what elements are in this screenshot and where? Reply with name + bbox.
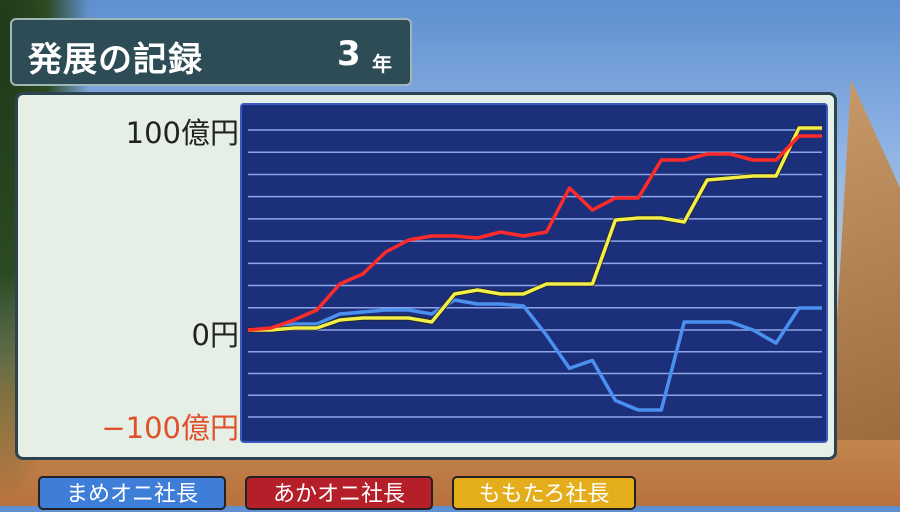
pyramid-decoration xyxy=(830,80,900,440)
year-unit: 年 xyxy=(372,48,392,77)
series-line xyxy=(248,136,822,330)
player-tab-akaoni[interactable]: あかオニ社長 xyxy=(245,476,433,510)
y-label-bottom: −100億円 xyxy=(14,405,239,447)
year-value: 3 xyxy=(337,34,361,74)
title-panel: 発展の記録 3 年 xyxy=(10,18,412,86)
y-label-zero: 0円 xyxy=(14,312,239,354)
player-tab-momotaro[interactable]: ももたろ社長 xyxy=(452,476,636,510)
page-title: 発展の記録 xyxy=(28,32,203,81)
chart-svg xyxy=(242,105,826,441)
series-line xyxy=(248,128,822,330)
player-tab-mameoni[interactable]: まめオニ社長 xyxy=(38,476,226,510)
line-chart xyxy=(240,103,828,443)
series-line xyxy=(248,300,822,410)
series-outline xyxy=(248,128,822,330)
y-label-top: 100億円 xyxy=(14,110,239,152)
